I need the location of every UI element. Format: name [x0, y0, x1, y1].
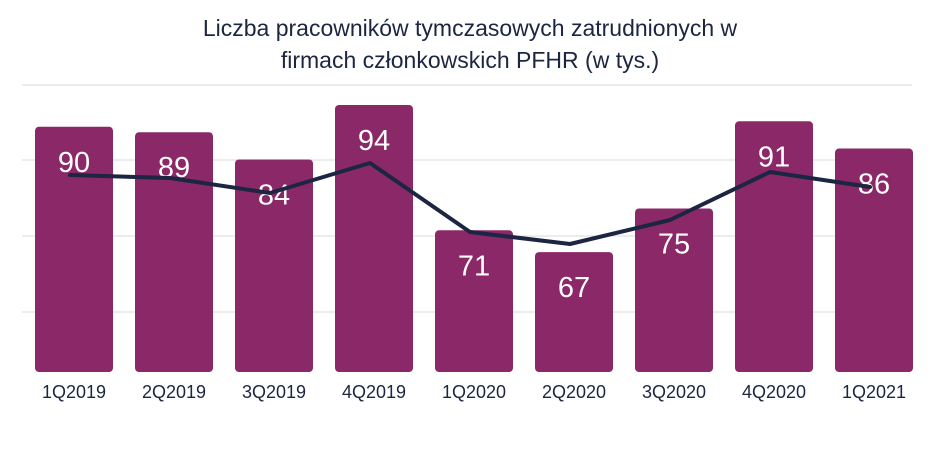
- bar-1Q2021: [835, 148, 913, 372]
- x-tick-label-3Q2020: 3Q2020: [642, 382, 706, 402]
- x-tick-label-1Q2020: 1Q2020: [442, 382, 506, 402]
- bar-3Q2019: [235, 159, 313, 372]
- x-tick-label-4Q2020: 4Q2020: [742, 382, 806, 402]
- bar-3Q2020: [635, 208, 713, 372]
- data-label-3Q2019: 84: [258, 179, 290, 211]
- chart-title-line-2: firmach członkowskich PFHR (w tys.): [280, 47, 660, 73]
- data-label-3Q2020: 75: [658, 229, 690, 261]
- x-tick-label-3Q2019: 3Q2019: [242, 382, 306, 402]
- x-tick-label-2Q2019: 2Q2019: [142, 382, 206, 402]
- x-tick-label-1Q2019: 1Q2019: [42, 382, 106, 402]
- chart-title-line-1: Liczba pracowników tymczasowych zatrudni…: [202, 15, 738, 41]
- x-tick-label-2Q2020: 2Q2020: [542, 382, 606, 402]
- bar-4Q2019: [335, 104, 413, 372]
- data-label-2Q2020: 67: [558, 272, 590, 304]
- x-axis-tick-labels: 1Q2019 2Q2019 3Q2019 4Q2019 1Q2020 2Q2020 3Q20…: [42, 382, 906, 402]
- bar-1Q2019: [35, 126, 113, 372]
- data-label-4Q2019: 94: [358, 125, 390, 157]
- bar-series: [35, 104, 913, 372]
- data-label-1Q2020: 71: [458, 250, 490, 282]
- x-tick-label-4Q2019: 4Q2019: [342, 382, 406, 402]
- x-tick-label-1Q2021: 1Q2021: [842, 382, 906, 402]
- bar-1Q2020: [435, 230, 513, 372]
- line-series: [68, 161, 872, 246]
- bar-4Q2020: [735, 121, 813, 372]
- bar-2Q2020: [535, 252, 613, 372]
- bar-2Q2019: [135, 132, 213, 372]
- data-label-4Q2020: 91: [758, 141, 790, 173]
- chart-title: Liczba pracowników tymczasowych zatrudni…: [0, 12, 940, 76]
